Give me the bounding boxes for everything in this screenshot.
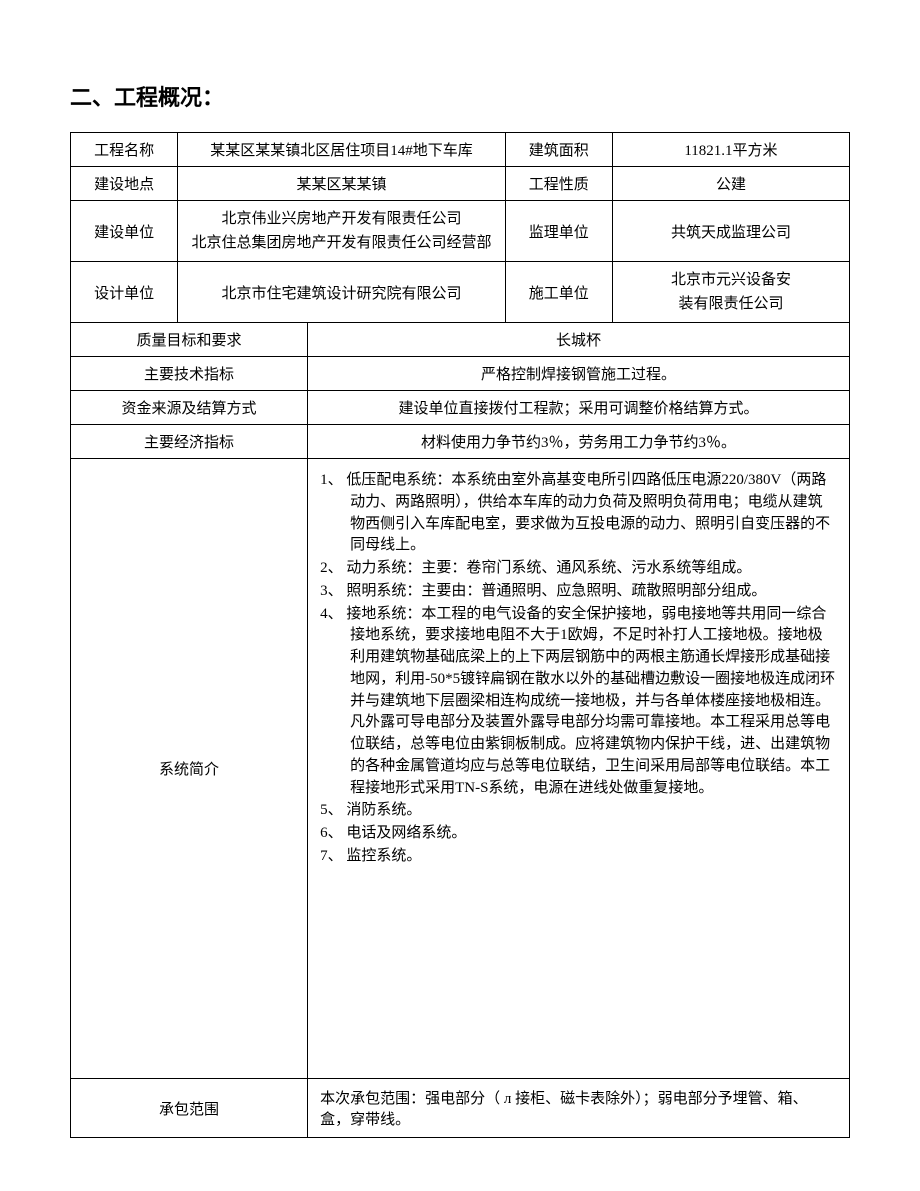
value-location: 某某区某某镇 bbox=[178, 167, 505, 201]
value-design-unit: 北京市住宅建筑设计研究院有限公司 bbox=[178, 262, 505, 323]
construction-unit-line1: 北京伟业兴房地产开发有限责任公司 bbox=[221, 211, 461, 227]
label-quality-target: 质量目标和要求 bbox=[71, 323, 308, 357]
table-row-economic-index: 主要经济指标 材料使用力争节约3％，劳务用工力争节约3％。 bbox=[71, 425, 850, 459]
label-project-name: 工程名称 bbox=[71, 133, 178, 167]
label-economic-index: 主要经济指标 bbox=[71, 425, 308, 459]
intro-item-4: 4、 接地系统：本工程的电气设备的安全保护接地，弱电接地等共用同一综合接地系统，… bbox=[320, 604, 837, 800]
construction-unit-line2: 北京住总集团房地产开发有限责任公司经营部 bbox=[191, 235, 491, 251]
label-construction-unit: 建设单位 bbox=[71, 201, 178, 262]
label-system-intro: 系统简介 bbox=[71, 459, 308, 1079]
value-construction-unit: 北京伟业兴房地产开发有限责任公司 北京住总集团房地产开发有限责任公司经营部 bbox=[178, 201, 505, 262]
value-tech-index: 严格控制焊接钢管施工过程。 bbox=[308, 357, 850, 391]
intro-item-6: 6、 电话及网络系统。 bbox=[320, 823, 837, 845]
label-design-unit: 设计单位 bbox=[71, 262, 178, 323]
table-row-design-unit: 设计单位 北京市住宅建筑设计研究院有限公司 施工单位 北京市元兴设备安 装有限责… bbox=[71, 262, 850, 323]
value-system-intro: 1、 低压配电系统：本系统由室外高基变电所引四路低压电源220/380V（两路动… bbox=[308, 459, 850, 1079]
intro-item-7: 7、 监控系统。 bbox=[320, 846, 837, 868]
value-supervision-unit: 共筑天成监理公司 bbox=[612, 201, 849, 262]
builder-unit-line2: 装有限责任公司 bbox=[678, 296, 783, 312]
label-location: 建设地点 bbox=[71, 167, 178, 201]
intro-item-5: 5、 消防系统。 bbox=[320, 800, 837, 822]
label-contract-scope: 承包范围 bbox=[71, 1079, 308, 1138]
table-row-quality-target: 质量目标和要求 长城杯 bbox=[71, 323, 850, 357]
intro-item-3: 3、 照明系统：主要由：普通照明、应急照明、疏散照明部分组成。 bbox=[320, 581, 837, 603]
value-building-area: 11821.1平方米 bbox=[612, 133, 849, 167]
label-tech-index: 主要技术指标 bbox=[71, 357, 308, 391]
value-fund-source: 建设单位直接拨付工程款；采用可调整价格结算方式。 bbox=[308, 391, 850, 425]
label-project-nature: 工程性质 bbox=[505, 167, 612, 201]
value-project-name: 某某区某某镇北区居住项目14#地下车库 bbox=[178, 133, 505, 167]
builder-unit-line1: 北京市元兴设备安 bbox=[671, 272, 791, 288]
value-contract-scope: 本次承包范围：强电部分（ л 接柜、磁卡表除外）；弱电部分予埋管、箱、盒，穿带线… bbox=[308, 1079, 850, 1138]
table-row-construction-unit: 建设单位 北京伟业兴房地产开发有限责任公司 北京住总集团房地产开发有限责任公司经… bbox=[71, 201, 850, 262]
table-row-fund-source: 资金来源及结算方式 建设单位直接拨付工程款；采用可调整价格结算方式。 bbox=[71, 391, 850, 425]
table-row-system-intro: 系统简介 1、 低压配电系统：本系统由室外高基变电所引四路低压电源220/380… bbox=[71, 459, 850, 1079]
label-building-area: 建筑面积 bbox=[505, 133, 612, 167]
project-overview-table: 工程名称 某某区某某镇北区居住项目14#地下车库 建筑面积 11821.1平方米… bbox=[70, 132, 850, 1138]
value-project-nature: 公建 bbox=[612, 167, 849, 201]
label-builder-unit: 施工单位 bbox=[505, 262, 612, 323]
table-row-location: 建设地点 某某区某某镇 工程性质 公建 bbox=[71, 167, 850, 201]
value-economic-index: 材料使用力争节约3％，劳务用工力争节约3％。 bbox=[308, 425, 850, 459]
table-row-tech-index: 主要技术指标 严格控制焊接钢管施工过程。 bbox=[71, 357, 850, 391]
table-row-contract-scope: 承包范围 本次承包范围：强电部分（ л 接柜、磁卡表除外）；弱电部分予埋管、箱、… bbox=[71, 1079, 850, 1138]
label-supervision-unit: 监理单位 bbox=[505, 201, 612, 262]
table-row-project-name: 工程名称 某某区某某镇北区居住项目14#地下车库 建筑面积 11821.1平方米 bbox=[71, 133, 850, 167]
intro-item-2: 2、 动力系统：主要：卷帘门系统、通风系统、污水系统等组成。 bbox=[320, 558, 837, 580]
intro-item-1: 1、 低压配电系统：本系统由室外高基变电所引四路低压电源220/380V（两路动… bbox=[320, 470, 837, 557]
label-fund-source: 资金来源及结算方式 bbox=[71, 391, 308, 425]
value-builder-unit: 北京市元兴设备安 装有限责任公司 bbox=[612, 262, 849, 323]
value-quality-target: 长城杯 bbox=[308, 323, 850, 357]
section-title: 二、工程概况： bbox=[70, 80, 850, 112]
